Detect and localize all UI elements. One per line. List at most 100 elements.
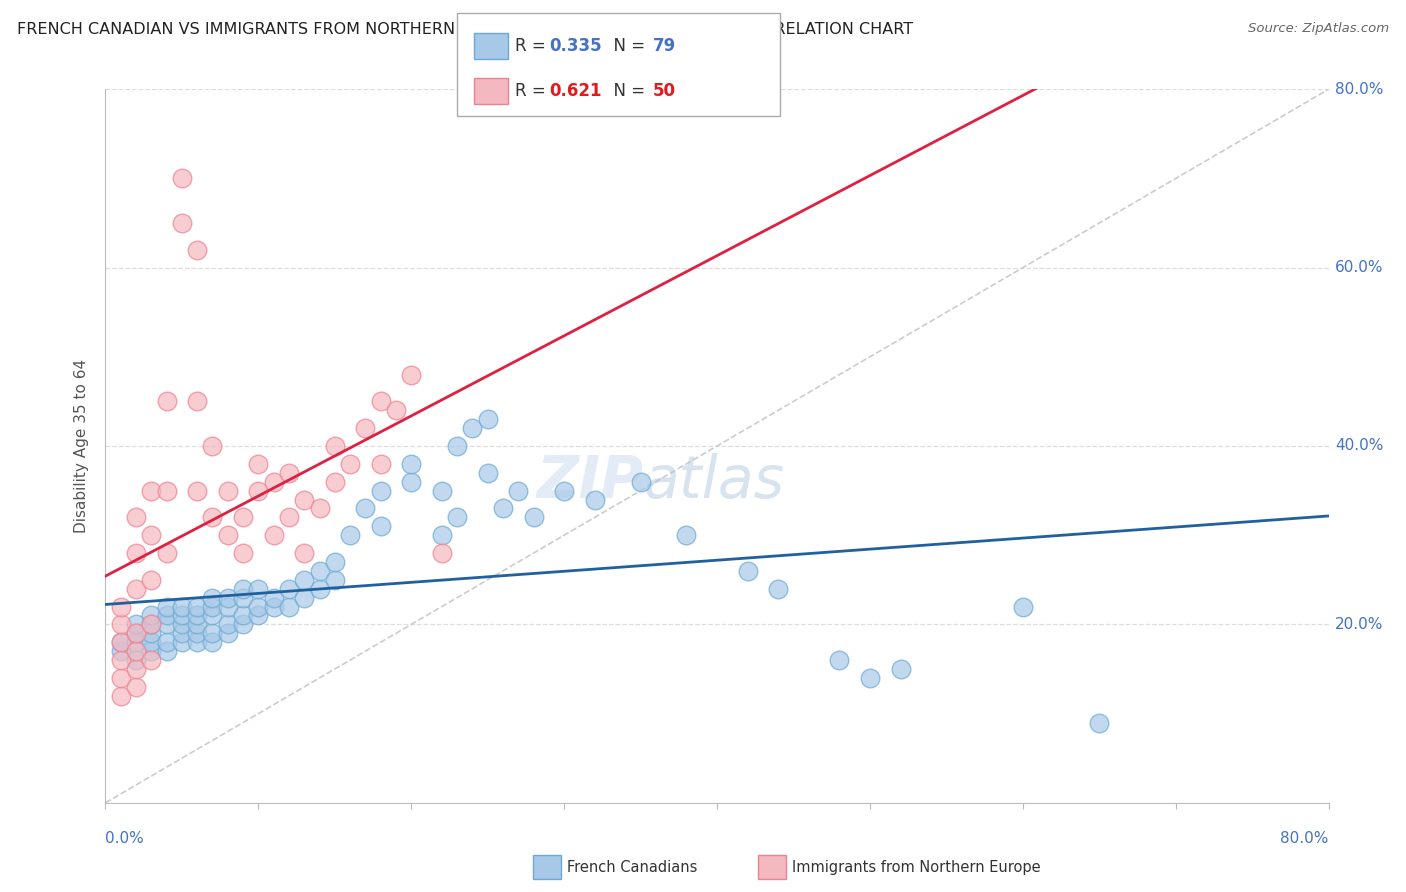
Point — [186, 394, 208, 409]
Point — [370, 457, 392, 471]
Point — [141, 573, 163, 587]
Point — [247, 582, 270, 596]
Point — [232, 608, 254, 623]
Point — [523, 510, 546, 524]
Text: Source: ZipAtlas.com: Source: ZipAtlas.com — [1249, 22, 1389, 36]
Point — [110, 671, 132, 685]
Point — [399, 457, 422, 471]
Point — [583, 492, 606, 507]
Point — [170, 635, 193, 649]
Point — [292, 492, 315, 507]
Point — [170, 216, 193, 230]
Point — [201, 599, 224, 614]
Point — [232, 510, 254, 524]
Point — [155, 394, 177, 409]
Point — [110, 635, 132, 649]
Text: 0.0%: 0.0% — [105, 831, 145, 846]
Point — [323, 555, 346, 569]
Point — [110, 653, 132, 667]
Text: Immigrants from Northern Europe: Immigrants from Northern Europe — [792, 860, 1040, 874]
Point — [170, 617, 193, 632]
Point — [186, 243, 208, 257]
Point — [263, 591, 285, 605]
Point — [339, 528, 361, 542]
Point — [308, 582, 330, 596]
Point — [1011, 599, 1033, 614]
Point — [155, 483, 177, 498]
Point — [170, 171, 193, 186]
Point — [292, 546, 315, 560]
Point — [828, 653, 851, 667]
Point — [110, 599, 132, 614]
Point — [141, 644, 163, 658]
Point — [125, 662, 148, 676]
Point — [446, 439, 468, 453]
Point — [553, 483, 575, 498]
Point — [859, 671, 882, 685]
Point — [247, 483, 270, 498]
Point — [292, 591, 315, 605]
Point — [125, 617, 148, 632]
Point — [675, 528, 697, 542]
Point — [232, 582, 254, 596]
Point — [263, 599, 285, 614]
Point — [201, 635, 224, 649]
Text: R =: R = — [515, 82, 551, 100]
Point — [155, 635, 177, 649]
Point — [768, 582, 790, 596]
Point — [247, 457, 270, 471]
Point — [263, 528, 285, 542]
Point — [141, 483, 163, 498]
Point — [370, 483, 392, 498]
Point — [110, 689, 132, 703]
Point — [125, 510, 148, 524]
Point — [430, 528, 453, 542]
Text: 0.335: 0.335 — [550, 37, 602, 55]
Point — [217, 591, 239, 605]
Point — [232, 546, 254, 560]
Point — [889, 662, 911, 676]
Point — [125, 653, 148, 667]
Point — [155, 608, 177, 623]
Point — [141, 617, 163, 632]
Point — [370, 519, 392, 533]
Point — [217, 483, 239, 498]
Point — [155, 617, 177, 632]
Point — [141, 528, 163, 542]
Text: ZIP: ZIP — [537, 453, 644, 510]
Point — [125, 626, 148, 640]
Point — [430, 483, 453, 498]
Text: French Canadians: French Canadians — [567, 860, 697, 874]
Point — [399, 368, 422, 382]
Point — [125, 680, 148, 694]
Point — [186, 635, 208, 649]
Point — [141, 608, 163, 623]
Point — [170, 608, 193, 623]
Point — [155, 644, 177, 658]
Point — [217, 599, 239, 614]
Point — [186, 626, 208, 640]
Point — [446, 510, 468, 524]
Point — [247, 608, 270, 623]
Point — [201, 510, 224, 524]
Point — [217, 528, 239, 542]
Text: 20.0%: 20.0% — [1334, 617, 1384, 632]
Point — [277, 582, 299, 596]
Point — [125, 582, 148, 596]
Text: 0.621: 0.621 — [550, 82, 602, 100]
Point — [1088, 715, 1111, 730]
Text: 79: 79 — [652, 37, 676, 55]
Point — [385, 403, 408, 417]
Point — [201, 626, 224, 640]
Point — [201, 439, 224, 453]
Point — [277, 510, 299, 524]
Y-axis label: Disability Age 35 to 64: Disability Age 35 to 64 — [75, 359, 90, 533]
Point — [354, 501, 377, 516]
Text: 60.0%: 60.0% — [1334, 260, 1384, 275]
Text: 80.0%: 80.0% — [1281, 831, 1329, 846]
Point — [141, 617, 163, 632]
Text: 40.0%: 40.0% — [1334, 439, 1384, 453]
Point — [737, 564, 759, 578]
Point — [141, 653, 163, 667]
Point — [492, 501, 515, 516]
